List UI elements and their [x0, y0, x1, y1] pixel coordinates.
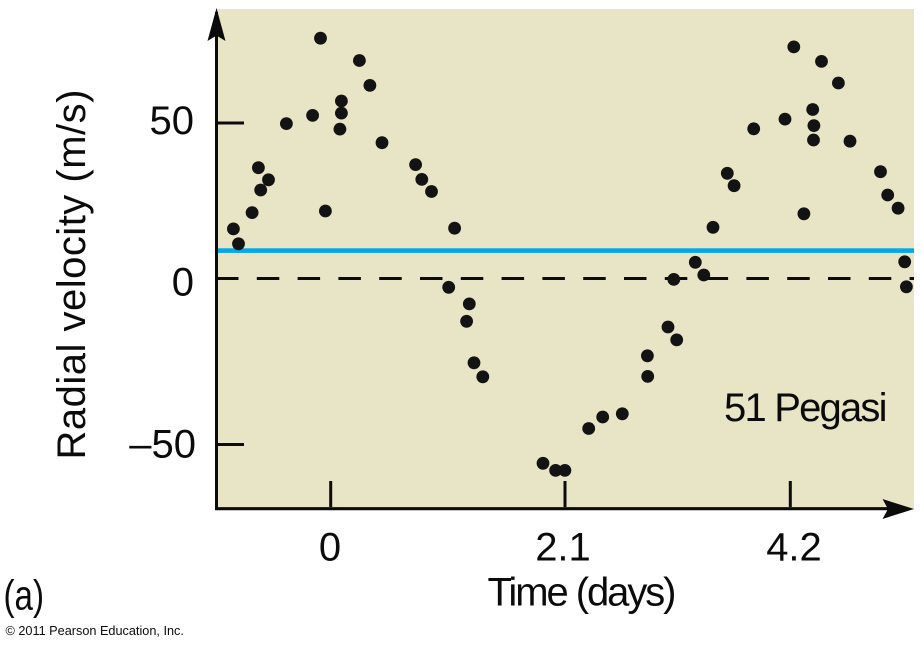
svg-text:Time (days): Time (days) — [488, 571, 677, 615]
svg-text:50: 50 — [150, 99, 195, 143]
svg-text:51 Pegasi: 51 Pegasi — [724, 386, 888, 430]
svg-text:(a): (a) — [4, 572, 45, 619]
svg-text:4.2: 4.2 — [766, 525, 822, 569]
svg-text:2.1: 2.1 — [535, 525, 591, 569]
svg-text:0: 0 — [172, 261, 194, 305]
svg-text:Radial velocity (m/s): Radial velocity (m/s) — [50, 90, 94, 460]
svg-text:© 2011 Pearson Education, Inc.: © 2011 Pearson Education, Inc. — [6, 624, 184, 638]
svg-text:0: 0 — [319, 526, 341, 570]
svg-text:–50: –50 — [129, 423, 196, 467]
